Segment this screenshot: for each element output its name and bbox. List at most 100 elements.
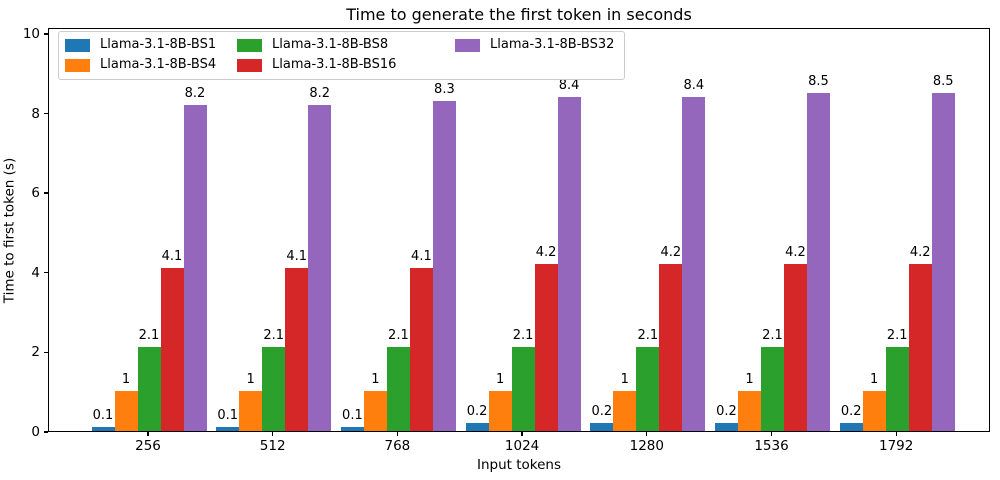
- bar-Llama-3.1-8B-BS4-1536: [738, 391, 761, 431]
- bar-value-label: 4.1: [411, 249, 432, 264]
- bar-Llama-3.1-8B-BS1-768: [340, 427, 364, 431]
- legend-label: Llama-3.1-8B-BS8: [272, 37, 389, 52]
- x-tick-label: 512: [259, 438, 286, 454]
- bar-Llama-3.1-8B-BS1-1024: [465, 423, 489, 431]
- x-tick-mark: [770, 432, 773, 436]
- bar-Llama-3.1-8B-BS1-1280: [590, 423, 614, 431]
- x-tick-label: 256: [135, 438, 161, 454]
- bar-value-label: 4.1: [286, 249, 308, 264]
- legend-label: Llama-3.1-8B-BS1: [100, 37, 217, 52]
- bar-Llama-3.1-8B-BS8-512: [262, 347, 286, 431]
- x-tick-label: 1536: [754, 438, 789, 454]
- bar-Llama-3.1-8B-BS8-1792: [885, 347, 909, 431]
- y-tick-label: 2: [31, 344, 40, 361]
- chart-title: Time to generate the first token in seco…: [346, 5, 692, 24]
- bar-value-label: 1: [121, 372, 131, 387]
- y-tick-mark: [44, 431, 48, 433]
- legend-swatch-icon: [237, 38, 262, 52]
- bar-value-label: 4.2: [785, 245, 806, 260]
- y-tick-mark: [44, 112, 48, 115]
- y-tick-label: 4: [31, 264, 40, 281]
- bar-value-label: 1: [495, 372, 505, 387]
- bar-Llama-3.1-8B-BS32-512: [308, 105, 332, 431]
- x-tick-mark: [521, 432, 523, 436]
- bar-value-label: 8.4: [683, 78, 705, 93]
- bar-value-label: 1: [745, 372, 754, 387]
- x-tick-mark: [396, 432, 399, 436]
- bar-value-label: 4.2: [660, 245, 682, 260]
- bar-value-label: 2.1: [637, 328, 659, 343]
- bar-value-label: 8.2: [309, 86, 331, 101]
- bar-Llama-3.1-8B-BS4-1024: [488, 391, 512, 431]
- y-tick-label: 0: [31, 424, 40, 440]
- bar-value-label: 2.1: [388, 328, 409, 343]
- bar-Llama-3.1-8B-BS4-512: [239, 391, 263, 431]
- bar-Llama-3.1-8B-BS4-768: [363, 391, 387, 431]
- legend-item-Llama-3.1-8B-BS32: Llama-3.1-8B-BS32: [455, 35, 614, 55]
- x-tick-label: 1792: [879, 438, 914, 454]
- bar-value-label: 1: [870, 372, 879, 387]
- legend-label: Llama-3.1-8B-BS32: [490, 37, 615, 52]
- x-tick-mark: [272, 432, 274, 436]
- x-tick-mark: [895, 432, 897, 436]
- x-axis-title: Input tokens: [476, 457, 562, 473]
- bar-Llama-3.1-8B-BS4-1280: [613, 391, 637, 431]
- y-tick-mark: [44, 272, 48, 274]
- bar-value-label: 4.2: [535, 245, 557, 260]
- x-tick-label: 1024: [504, 438, 540, 454]
- y-tick-mark: [44, 192, 48, 194]
- bar-value-label: 0.2: [591, 404, 613, 419]
- bar-value-label: 4.1: [161, 249, 183, 264]
- bar-value-label: 0.2: [716, 404, 737, 419]
- bar-Llama-3.1-8B-BS16-512: [285, 268, 309, 431]
- bar-Llama-3.1-8B-BS32-768: [432, 101, 456, 431]
- y-tick-label: 10: [22, 25, 40, 42]
- legend-item-Llama-3.1-8B-BS16: Llama-3.1-8B-BS16: [237, 55, 455, 75]
- legend-swatch-icon: [237, 58, 262, 72]
- bar-value-label: 0.2: [466, 404, 488, 419]
- bar-value-label: 2.1: [138, 328, 160, 343]
- bar-Llama-3.1-8B-BS32-1280: [682, 97, 706, 431]
- legend-label: Llama-3.1-8B-BS4: [100, 57, 217, 72]
- bar-Llama-3.1-8B-BS32-1536: [807, 93, 830, 431]
- bar-Llama-3.1-8B-BS8-1536: [761, 347, 784, 431]
- bar-value-label: 2.1: [886, 328, 908, 343]
- bar-Llama-3.1-8B-BS16-1024: [534, 264, 558, 431]
- legend-label: Llama-3.1-8B-BS16: [272, 57, 397, 72]
- bar-value-label: 1: [371, 372, 380, 387]
- bar-value-label: 0.1: [342, 408, 363, 423]
- x-tick-label: 768: [384, 438, 411, 454]
- bar-value-label: 4.2: [909, 245, 931, 260]
- bar-value-label: 1: [246, 372, 255, 387]
- bar-value-label: 0.1: [217, 408, 239, 423]
- y-tick-label: 6: [31, 185, 40, 202]
- bar-Llama-3.1-8B-BS1-1792: [839, 423, 863, 431]
- legend-swatch-icon: [455, 38, 480, 52]
- bar-Llama-3.1-8B-BS16-1792: [908, 264, 932, 431]
- legend-item-Llama-3.1-8B-BS1: Llama-3.1-8B-BS1: [65, 35, 237, 55]
- bar-value-label: 8.5: [808, 74, 829, 89]
- bar-value-label: 8.4: [558, 78, 580, 93]
- legend: Llama-3.1-8B-BS1 Llama-3.1-8B-BS4 Llama-3.…: [58, 31, 626, 80]
- legend-item-Llama-3.1-8B-BS4: Llama-3.1-8B-BS4: [65, 55, 237, 75]
- bar-Llama-3.1-8B-BS4-1792: [862, 391, 886, 431]
- bar-value-label: 1: [620, 372, 629, 387]
- plot-area: 0.1 0.1 0.1 0.2 0.2 0.2 0.2 1 1 1 1 1 1 1 2.1 2.1 2.1 2.1…: [48, 28, 990, 432]
- bar-value-label: 0.2: [840, 404, 862, 419]
- bar-Llama-3.1-8B-BS1-1536: [715, 423, 738, 431]
- bar-Llama-3.1-8B-BS4-256: [114, 391, 138, 431]
- x-tick-mark: [646, 432, 648, 436]
- legend-item-Llama-3.1-8B-BS8: Llama-3.1-8B-BS8: [237, 35, 455, 55]
- bar-value-label: 8.3: [434, 82, 455, 97]
- y-tick-mark: [44, 351, 48, 354]
- legend-swatch-icon: [65, 58, 90, 72]
- bar-value-label: 0.1: [92, 408, 114, 423]
- bar-value-label: 2.1: [512, 328, 534, 343]
- bar-Llama-3.1-8B-BS16-1280: [659, 264, 683, 431]
- bar-Llama-3.1-8B-BS32-256: [183, 105, 207, 431]
- bar-value-label: 2.1: [263, 328, 285, 343]
- bar-Llama-3.1-8B-BS8-768: [386, 347, 410, 431]
- bar-value-label: 2.1: [762, 328, 783, 343]
- bar-Llama-3.1-8B-BS1-512: [216, 427, 240, 431]
